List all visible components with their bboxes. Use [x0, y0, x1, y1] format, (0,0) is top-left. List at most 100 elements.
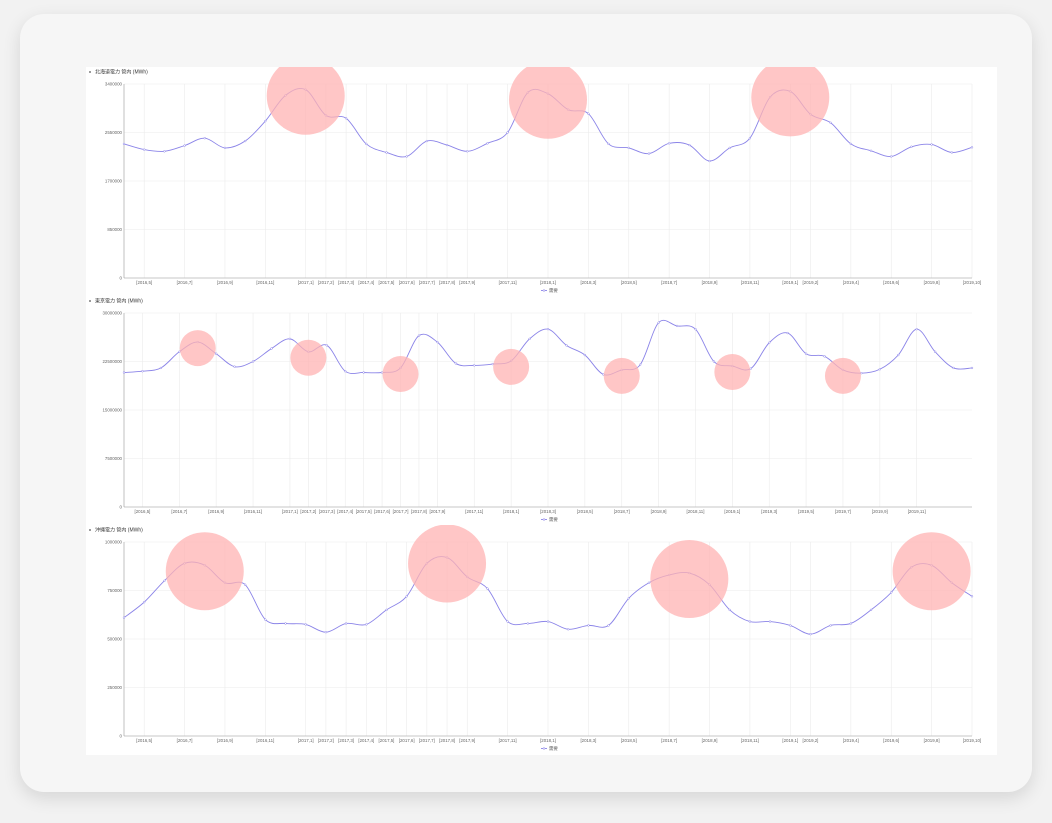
data-point[interactable]	[768, 620, 772, 623]
data-point[interactable]	[233, 365, 236, 368]
data-point[interactable]	[159, 366, 163, 370]
data-point[interactable]	[417, 334, 421, 337]
data-point[interactable]	[288, 337, 292, 341]
data-point[interactable]	[970, 146, 974, 149]
data-point[interactable]	[897, 353, 900, 357]
data-point[interactable]	[163, 150, 166, 153]
data-point[interactable]	[251, 360, 255, 363]
data-point[interactable]	[405, 155, 408, 158]
data-point[interactable]	[506, 131, 509, 134]
data-point[interactable]	[694, 328, 697, 331]
data-point[interactable]	[454, 362, 457, 365]
data-point[interactable]	[587, 624, 590, 627]
data-point[interactable]	[749, 367, 752, 370]
data-point[interactable]	[607, 624, 610, 627]
data-point[interactable]	[647, 152, 651, 155]
data-point[interactable]	[122, 142, 126, 146]
data-point[interactable]	[565, 344, 568, 347]
data-point[interactable]	[748, 137, 752, 140]
data-point[interactable]	[910, 145, 913, 148]
data-point[interactable]	[583, 353, 587, 357]
data-point[interactable]	[122, 371, 126, 374]
data-point[interactable]	[657, 321, 660, 324]
data-point[interactable]	[143, 600, 146, 604]
data-point[interactable]	[849, 142, 853, 146]
data-point[interactable]	[712, 360, 716, 363]
data-point[interactable]	[324, 631, 328, 634]
data-point[interactable]	[203, 137, 206, 140]
data-point[interactable]	[223, 146, 227, 150]
legend[interactable]: 需要	[541, 288, 558, 294]
data-point[interactable]	[952, 366, 955, 370]
data-point[interactable]	[344, 370, 347, 373]
data-point[interactable]	[823, 355, 826, 358]
data-point[interactable]	[804, 352, 808, 355]
data-point[interactable]	[789, 624, 792, 627]
data-point[interactable]	[178, 350, 181, 353]
data-point[interactable]	[264, 119, 267, 123]
data-point[interactable]	[675, 324, 679, 328]
data-point[interactable]	[878, 368, 881, 371]
data-point[interactable]	[270, 347, 273, 350]
data-point[interactable]	[325, 344, 328, 347]
data-point[interactable]	[122, 616, 126, 619]
data-point[interactable]	[627, 597, 630, 600]
data-point[interactable]	[748, 620, 752, 623]
data-point[interactable]	[405, 595, 408, 598]
data-point[interactable]	[546, 328, 550, 331]
data-point[interactable]	[688, 143, 691, 147]
data-point[interactable]	[728, 608, 731, 612]
data-point[interactable]	[933, 350, 937, 353]
data-point[interactable]	[486, 142, 489, 145]
data-point[interactable]	[163, 579, 166, 582]
data-point[interactable]	[667, 142, 671, 145]
data-point[interactable]	[607, 142, 610, 146]
data-point[interactable]	[587, 112, 590, 115]
data-point[interactable]	[264, 618, 267, 621]
data-point[interactable]	[728, 146, 731, 150]
data-point[interactable]	[362, 371, 365, 374]
data-point[interactable]	[436, 340, 439, 344]
data-point[interactable]	[809, 633, 812, 636]
data-point[interactable]	[829, 624, 832, 627]
data-point[interactable]	[385, 151, 388, 154]
data-point[interactable]	[970, 595, 974, 598]
data-point[interactable]	[243, 583, 247, 586]
data-point[interactable]	[506, 620, 509, 623]
data-point[interactable]	[869, 608, 873, 612]
data-point[interactable]	[365, 623, 368, 626]
data-point[interactable]	[243, 139, 247, 143]
data-point[interactable]	[425, 139, 429, 143]
data-point[interactable]	[385, 608, 388, 612]
data-point[interactable]	[486, 587, 489, 590]
data-point[interactable]	[890, 591, 893, 594]
data-point[interactable]	[567, 628, 570, 631]
data-point[interactable]	[786, 331, 789, 335]
data-point[interactable]	[473, 364, 476, 367]
data-point[interactable]	[344, 622, 348, 625]
data-point[interactable]	[365, 142, 368, 146]
data-point[interactable]	[950, 151, 953, 154]
data-point[interactable]	[849, 622, 853, 625]
data-point[interactable]	[344, 117, 348, 120]
data-point[interactable]	[445, 143, 449, 147]
data-point[interactable]	[304, 623, 307, 626]
data-point[interactable]	[915, 328, 918, 331]
data-point[interactable]	[284, 622, 287, 625]
data-point[interactable]	[183, 144, 186, 147]
legend[interactable]: 需要	[541, 746, 558, 752]
data-point[interactable]	[647, 581, 651, 584]
data-point[interactable]	[466, 150, 469, 153]
data-point[interactable]	[546, 620, 550, 623]
data-point[interactable]	[528, 337, 531, 341]
data-point[interactable]	[708, 159, 711, 163]
data-point[interactable]	[639, 363, 642, 366]
data-point[interactable]	[627, 146, 630, 150]
data-point[interactable]	[890, 155, 893, 158]
data-point[interactable]	[869, 149, 873, 152]
data-point[interactable]	[141, 370, 144, 373]
legend[interactable]: 需要	[541, 517, 558, 523]
data-point[interactable]	[930, 143, 933, 146]
data-point[interactable]	[768, 341, 771, 344]
data-point[interactable]	[526, 622, 529, 625]
